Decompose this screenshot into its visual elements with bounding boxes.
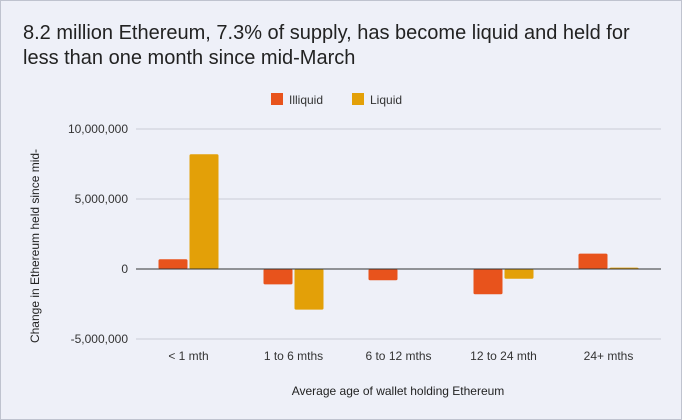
bar-illiquid-1 — [263, 269, 293, 285]
legend-label-liquid: Liquid — [370, 93, 402, 107]
legend: Illiquid Liquid — [271, 93, 402, 107]
x-tick-label: 24+ mths — [584, 349, 634, 363]
chart-title: 8.2 million Ethereum, 7.3% of supply, ha… — [23, 22, 630, 69]
legend-swatch-liquid — [352, 93, 364, 105]
y-tick-label: 10,000,000 — [68, 122, 128, 136]
bar-illiquid-2 — [368, 269, 398, 281]
legend-swatch-illiquid — [271, 93, 283, 105]
y-tick-label: -5,000,000 — [71, 332, 129, 346]
bar-illiquid-0 — [158, 259, 188, 269]
y-axis-label: Change in Ethereum held since mid- — [28, 149, 42, 343]
bars — [158, 154, 639, 310]
gridlines — [136, 128, 661, 340]
bar-liquid-0 — [189, 154, 219, 269]
bar-liquid-3 — [504, 269, 534, 279]
x-tick-label: 6 to 12 mths — [365, 349, 431, 363]
x-tick-label: < 1 mth — [168, 349, 208, 363]
y-tick-label: 0 — [121, 262, 128, 276]
bar-illiquid-3 — [473, 269, 503, 295]
x-tick-label: 1 to 6 mths — [264, 349, 323, 363]
bar-liquid-1 — [294, 269, 324, 310]
legend-label-illiquid: Illiquid — [289, 93, 323, 107]
y-axis-ticks: -5,000,000 0 5,000,000 10,000,000 — [68, 122, 128, 346]
x-axis-ticks: < 1 mth 1 to 6 mths 6 to 12 mths 12 to 24 m… — [168, 349, 633, 363]
bar-illiquid-4 — [578, 253, 608, 269]
x-axis-label: Average age of wallet holding Ethereum — [292, 384, 505, 398]
x-tick-label: 12 to 24 mth — [470, 349, 537, 363]
y-tick-label: 5,000,000 — [75, 192, 129, 206]
